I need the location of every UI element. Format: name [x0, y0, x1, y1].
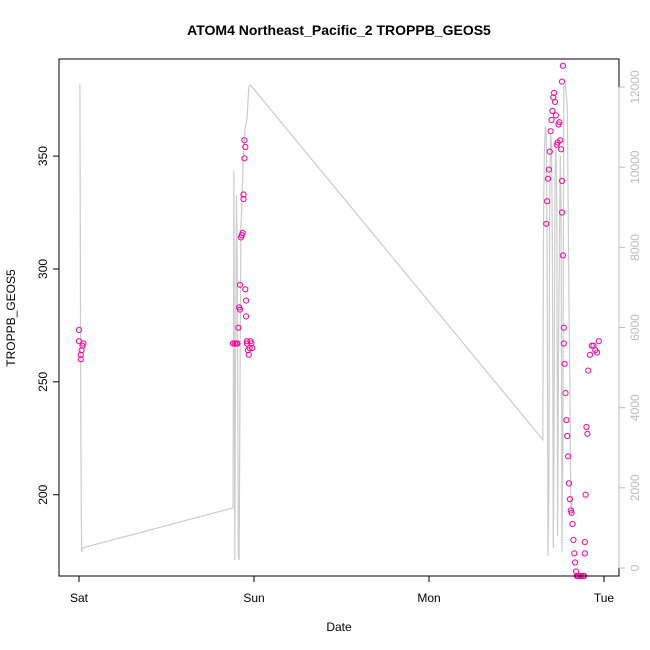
data-point: [243, 297, 250, 304]
data-point: [240, 191, 247, 198]
data-point: [559, 252, 567, 259]
right-axis-tick-label: 4000: [628, 394, 642, 421]
data-point: [549, 107, 556, 115]
data-point: [570, 536, 577, 544]
data-point: [236, 306, 244, 313]
y-axis-label: TROPPB_GEOS5: [4, 269, 18, 367]
data-point: [543, 220, 550, 227]
data-point: [582, 491, 589, 498]
data-point: [581, 539, 588, 546]
data-point: [229, 340, 237, 347]
data-point: [235, 324, 242, 331]
data-point: [560, 340, 567, 347]
data-point: [559, 62, 567, 69]
data-point: [583, 423, 590, 431]
data-point: [75, 326, 83, 333]
data-points-layer: [75, 62, 602, 580]
data-point: [551, 89, 558, 97]
left-axis-tick-label: 200: [36, 484, 50, 504]
data-point: [588, 342, 595, 349]
data-point: [241, 137, 248, 144]
data-point: [558, 78, 566, 85]
data-point: [572, 559, 579, 566]
right-axis-tick-label: 6000: [628, 314, 642, 341]
data-point: [548, 116, 555, 124]
data-point: [545, 166, 553, 173]
data-point: [544, 198, 551, 205]
x-axis-label: Date: [326, 620, 352, 634]
right-axis-tick-label: 2000: [628, 474, 642, 501]
right-y-axis: 0 2000 4000 6000 8000 10000 12000: [618, 70, 642, 571]
data-point: [557, 137, 564, 144]
data-point: [546, 148, 553, 155]
data-point: [571, 550, 578, 557]
data-point: [586, 351, 594, 358]
x-axis-tick-label: Tue: [594, 591, 615, 605]
data-point: [563, 417, 570, 424]
data-point: [552, 112, 560, 119]
data-point: [231, 340, 238, 347]
x-axis: Sat Sun Mon Tue: [70, 575, 615, 605]
data-point: [565, 453, 572, 460]
left-axis-tick-label: 350: [36, 146, 50, 166]
data-point: [241, 155, 248, 162]
data-point: [560, 324, 567, 331]
data-point: [562, 390, 569, 397]
data-point: [561, 360, 568, 367]
plot-frame: [58, 58, 620, 577]
data-point: [242, 143, 249, 151]
data-point: [569, 521, 576, 528]
x-axis-tick-label: Sat: [70, 591, 89, 605]
x-axis-tick-label: Mon: [417, 591, 440, 605]
data-point: [584, 430, 591, 437]
data-point: [593, 349, 601, 356]
left-axis-tick-label: 250: [36, 372, 50, 392]
data-point: [558, 209, 566, 216]
left-y-axis: 200 250 300 350: [36, 146, 60, 505]
data-point: [565, 480, 573, 487]
data-point: [248, 340, 255, 347]
data-point: [595, 338, 602, 345]
right-axis-tick-label: 12000: [628, 70, 642, 104]
data-point: [566, 496, 574, 503]
data-point: [568, 509, 575, 516]
data-point: [564, 432, 571, 440]
x-axis-tick-label: Sun: [243, 591, 264, 605]
data-point: [243, 313, 250, 320]
data-point: [240, 195, 247, 203]
data-point: [558, 146, 565, 153]
altitude-series-line: [79, 83, 574, 561]
data-point: [242, 286, 249, 293]
right-axis-tick-label: 10000: [628, 150, 642, 184]
data-point: [249, 344, 256, 352]
data-point: [77, 356, 84, 363]
right-axis-tick-label: 8000: [628, 234, 642, 261]
data-point: [556, 119, 563, 126]
data-point: [547, 128, 554, 135]
data-point: [558, 177, 566, 184]
altitude-line-layer: [79, 83, 574, 561]
data-point: [551, 98, 559, 106]
data-point: [234, 340, 241, 347]
data-point: [239, 229, 246, 236]
data-point: [585, 367, 592, 374]
left-axis-tick-label: 300: [36, 259, 50, 279]
data-point: [78, 347, 85, 354]
data-point: [77, 351, 84, 358]
data-point: [236, 281, 244, 288]
data-point: [80, 340, 87, 347]
chart-title: ATOM4 Northeast_Pacific_2 TROPPB_GEOS5: [187, 22, 491, 38]
data-point: [245, 351, 252, 358]
data-point: [581, 550, 588, 557]
right-axis-tick-label: 0: [628, 564, 642, 571]
data-point: [544, 175, 552, 182]
